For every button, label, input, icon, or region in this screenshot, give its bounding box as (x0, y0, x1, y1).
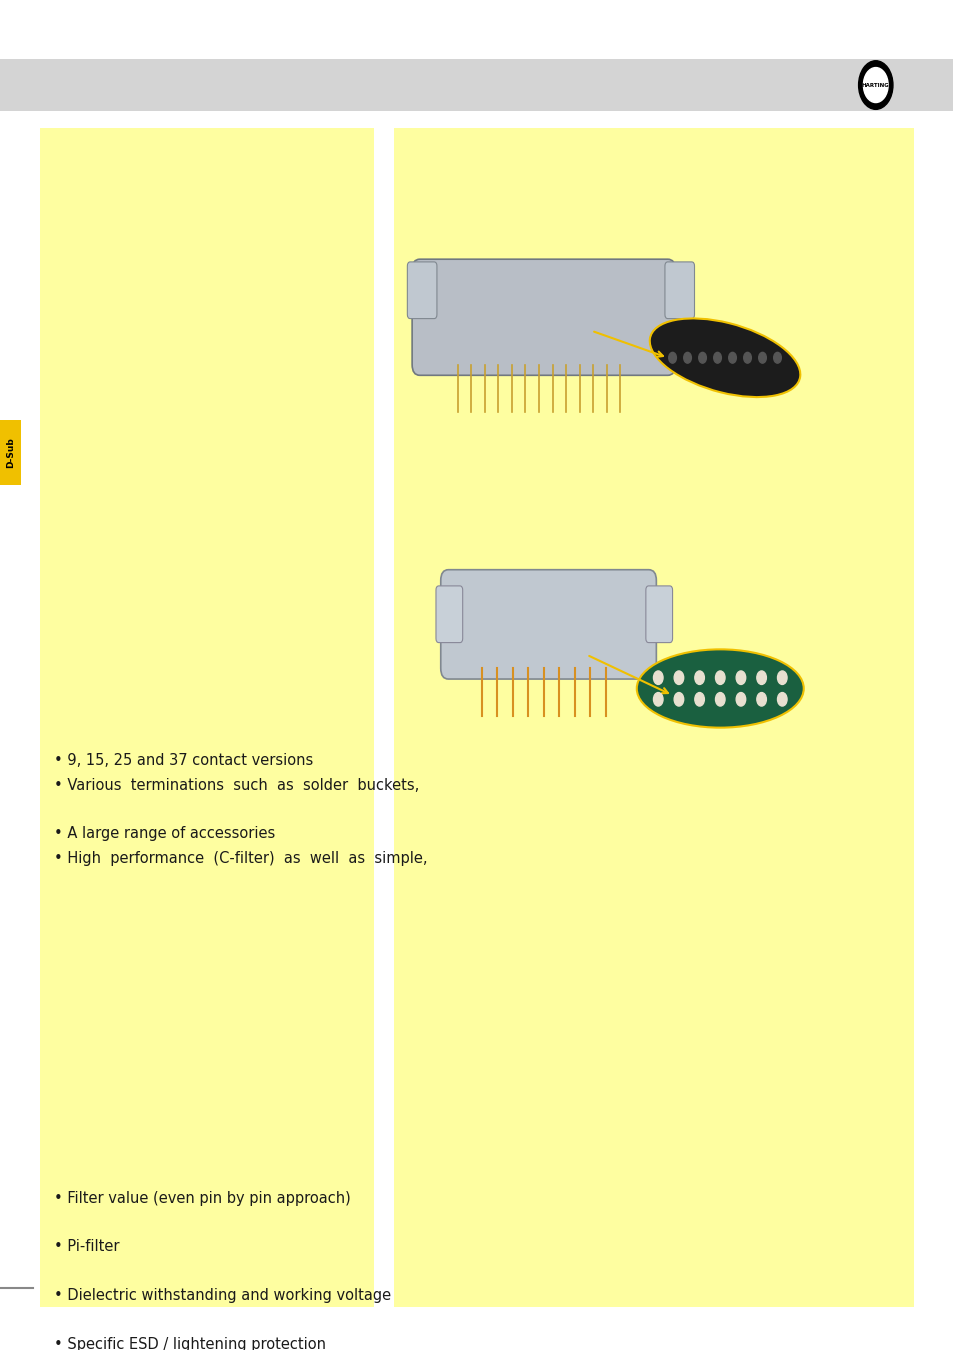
Text: • Pi-filter: • Pi-filter (54, 1239, 120, 1254)
Circle shape (736, 671, 745, 684)
Circle shape (743, 352, 751, 363)
Circle shape (668, 352, 676, 363)
Text: • 9, 15, 25 and 37 contact versions: • 9, 15, 25 and 37 contact versions (54, 753, 314, 768)
Circle shape (683, 352, 691, 363)
Circle shape (698, 352, 705, 363)
Text: • A large range of accessories: • A large range of accessories (54, 826, 275, 841)
Circle shape (674, 671, 683, 684)
Circle shape (715, 671, 724, 684)
Text: • Specific ESD / lightening protection: • Specific ESD / lightening protection (54, 1336, 326, 1350)
FancyBboxPatch shape (412, 259, 675, 375)
Circle shape (777, 671, 786, 684)
FancyBboxPatch shape (440, 570, 656, 679)
FancyBboxPatch shape (0, 420, 21, 485)
Text: • Dielectric withstanding and working voltage: • Dielectric withstanding and working vo… (54, 1288, 391, 1303)
Circle shape (756, 693, 765, 706)
Circle shape (653, 693, 662, 706)
Circle shape (858, 61, 892, 109)
FancyBboxPatch shape (436, 586, 462, 643)
FancyBboxPatch shape (0, 59, 953, 111)
Text: • Various  terminations  such  as  solder  buckets,: • Various terminations such as solder bu… (54, 778, 419, 792)
Circle shape (758, 352, 765, 363)
Circle shape (736, 693, 745, 706)
Circle shape (715, 693, 724, 706)
Circle shape (713, 352, 720, 363)
FancyBboxPatch shape (664, 262, 694, 319)
FancyBboxPatch shape (407, 262, 436, 319)
Circle shape (694, 693, 703, 706)
Circle shape (756, 671, 765, 684)
Ellipse shape (649, 319, 800, 397)
FancyBboxPatch shape (40, 128, 374, 1307)
FancyBboxPatch shape (394, 128, 913, 1307)
Ellipse shape (636, 649, 802, 728)
Circle shape (777, 693, 786, 706)
Circle shape (862, 68, 887, 103)
Text: D-Sub: D-Sub (6, 437, 15, 467)
Text: • High  performance  (C-filter)  as  well  as  simple,: • High performance (C-filter) as well as… (54, 850, 428, 865)
Circle shape (674, 693, 683, 706)
FancyBboxPatch shape (645, 586, 672, 643)
Circle shape (728, 352, 736, 363)
Circle shape (694, 671, 703, 684)
Text: HARTING: HARTING (861, 82, 889, 88)
Circle shape (653, 671, 662, 684)
Text: • Filter value (even pin by pin approach): • Filter value (even pin by pin approach… (54, 1191, 351, 1206)
Circle shape (773, 352, 781, 363)
